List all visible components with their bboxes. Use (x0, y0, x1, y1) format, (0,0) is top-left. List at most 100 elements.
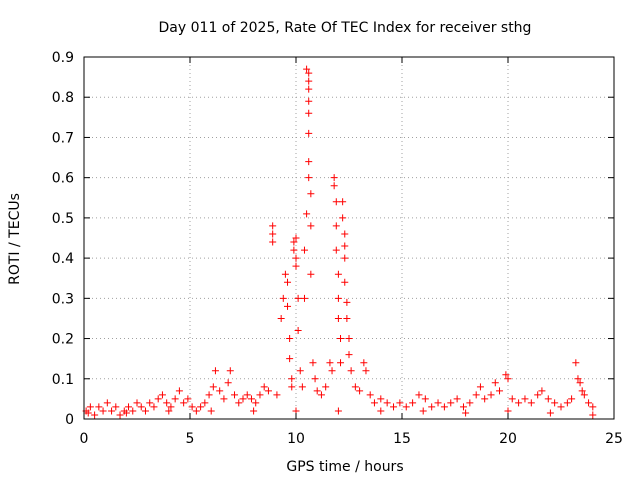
data-point (292, 254, 300, 262)
data-point (326, 359, 334, 367)
data-point (294, 327, 302, 335)
data-point (496, 387, 504, 395)
data-point (184, 395, 192, 403)
data-point (534, 391, 542, 399)
data-point (273, 391, 281, 399)
data-point (294, 294, 302, 302)
data-point (419, 407, 427, 415)
data-point (288, 383, 296, 391)
data-point (366, 391, 374, 399)
data-point (491, 379, 499, 387)
data-point (578, 387, 586, 395)
data-point (574, 375, 582, 383)
data-point (116, 411, 124, 419)
data-point (345, 351, 353, 359)
data-point (103, 399, 111, 407)
data-point (341, 278, 349, 286)
data-point (269, 230, 277, 238)
y-tick-label: 0.9 (52, 50, 74, 66)
x-tick-label: 5 (186, 431, 195, 447)
data-point (305, 97, 313, 105)
data-point (303, 210, 311, 218)
data-point (585, 399, 593, 407)
data-point (589, 403, 597, 411)
data-point (305, 158, 313, 166)
data-point (341, 230, 349, 238)
x-tick-label: 20 (499, 431, 517, 447)
data-point (256, 391, 264, 399)
data-point (572, 359, 580, 367)
data-point (91, 411, 99, 419)
data-point (330, 174, 338, 182)
data-point (167, 403, 175, 411)
data-point (112, 403, 120, 411)
data-point (252, 399, 260, 407)
data-point (269, 222, 277, 230)
data-point (300, 294, 308, 302)
data-point (133, 399, 141, 407)
data-point (286, 335, 294, 343)
data-point (277, 314, 285, 322)
y-tick-label: 0 (65, 412, 74, 428)
plot-frame (83, 56, 615, 420)
data-point (343, 314, 351, 322)
y-axis-label: ROTI / TECUs (7, 193, 23, 285)
data-point (341, 242, 349, 250)
axis-ticks: 0 5 10 15 20 25 0 0.1 0.2 0.3 0.4 0.5 0.6 0.7 0.8 0.9 (52, 50, 623, 447)
y-tick-label: 0.7 (52, 130, 74, 146)
data-point (332, 246, 340, 254)
y-tick-label: 0.5 (52, 211, 74, 227)
data-point (86, 403, 94, 411)
data-point (260, 383, 268, 391)
data-point (305, 129, 313, 137)
data-point (216, 387, 224, 395)
y-tick-label: 0.4 (52, 251, 74, 267)
data-point (158, 391, 166, 399)
data-point (205, 391, 213, 399)
data-point (568, 395, 576, 403)
data-point (150, 403, 158, 411)
data-point (440, 403, 448, 411)
data-point (330, 182, 338, 190)
data-point (224, 379, 232, 387)
y-tick-label: 0.2 (52, 332, 74, 348)
data-point (580, 391, 588, 399)
data-point (281, 270, 289, 278)
y-tick-label: 0.8 (52, 90, 74, 106)
y-tick-label: 0.3 (52, 291, 74, 307)
data-point (334, 294, 342, 302)
y-tick-label: 0.6 (52, 171, 74, 187)
data-point (390, 403, 398, 411)
data-point (307, 222, 315, 230)
data-point (328, 367, 336, 375)
data-point (402, 403, 410, 411)
data-point (226, 367, 234, 375)
data-point (188, 403, 196, 411)
data-point (211, 367, 219, 375)
data-point (334, 270, 342, 278)
data-point (538, 387, 546, 395)
data-point (345, 335, 353, 343)
data-point (298, 383, 306, 391)
x-tick-label: 15 (393, 431, 411, 447)
data-point (428, 403, 436, 411)
data-point (279, 294, 287, 302)
data-point (332, 222, 340, 230)
data-point (487, 391, 495, 399)
data-point (269, 238, 277, 246)
data-point (129, 407, 137, 415)
data-point (370, 399, 378, 407)
data-point (515, 399, 523, 407)
data-point (125, 403, 133, 411)
data-point (163, 399, 171, 407)
data-point (481, 395, 489, 403)
data-point (332, 198, 340, 206)
data-point (339, 198, 347, 206)
data-point (313, 387, 321, 395)
data-point (171, 395, 179, 403)
data-point (377, 395, 385, 403)
data-point (383, 399, 391, 407)
data-point (362, 367, 370, 375)
